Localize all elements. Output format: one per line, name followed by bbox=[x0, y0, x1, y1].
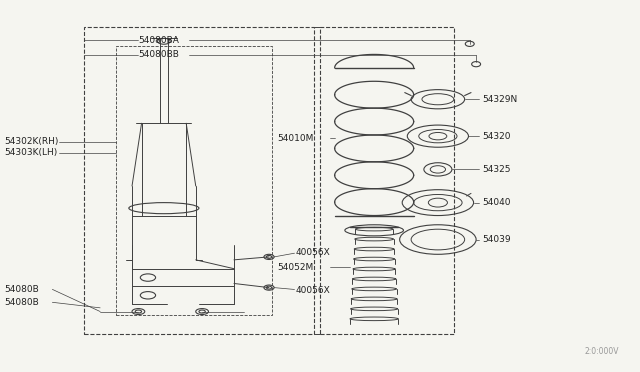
Text: 54039: 54039 bbox=[483, 235, 511, 244]
Text: 54320: 54320 bbox=[483, 132, 511, 141]
Text: 40056X: 40056X bbox=[296, 248, 330, 257]
Text: 54080BB: 54080BB bbox=[138, 51, 179, 60]
Text: 40056X: 40056X bbox=[296, 286, 330, 295]
Text: 54302K(RH): 54302K(RH) bbox=[4, 137, 59, 146]
Text: 54329N: 54329N bbox=[483, 95, 518, 104]
Bar bbox=[84, 27, 314, 334]
Text: 54010M: 54010M bbox=[277, 134, 314, 142]
Bar bbox=[320, 27, 454, 334]
Text: 54080BA: 54080BA bbox=[138, 36, 179, 45]
Text: 54080B: 54080B bbox=[4, 298, 39, 307]
Bar bbox=[116, 46, 272, 315]
Text: 54303K(LH): 54303K(LH) bbox=[4, 148, 58, 157]
Text: 54080B: 54080B bbox=[4, 285, 39, 294]
Text: 54325: 54325 bbox=[483, 165, 511, 174]
Text: 2:0:000V: 2:0:000V bbox=[585, 347, 620, 356]
Text: 54052M: 54052M bbox=[277, 263, 314, 272]
Text: 54040: 54040 bbox=[483, 198, 511, 207]
